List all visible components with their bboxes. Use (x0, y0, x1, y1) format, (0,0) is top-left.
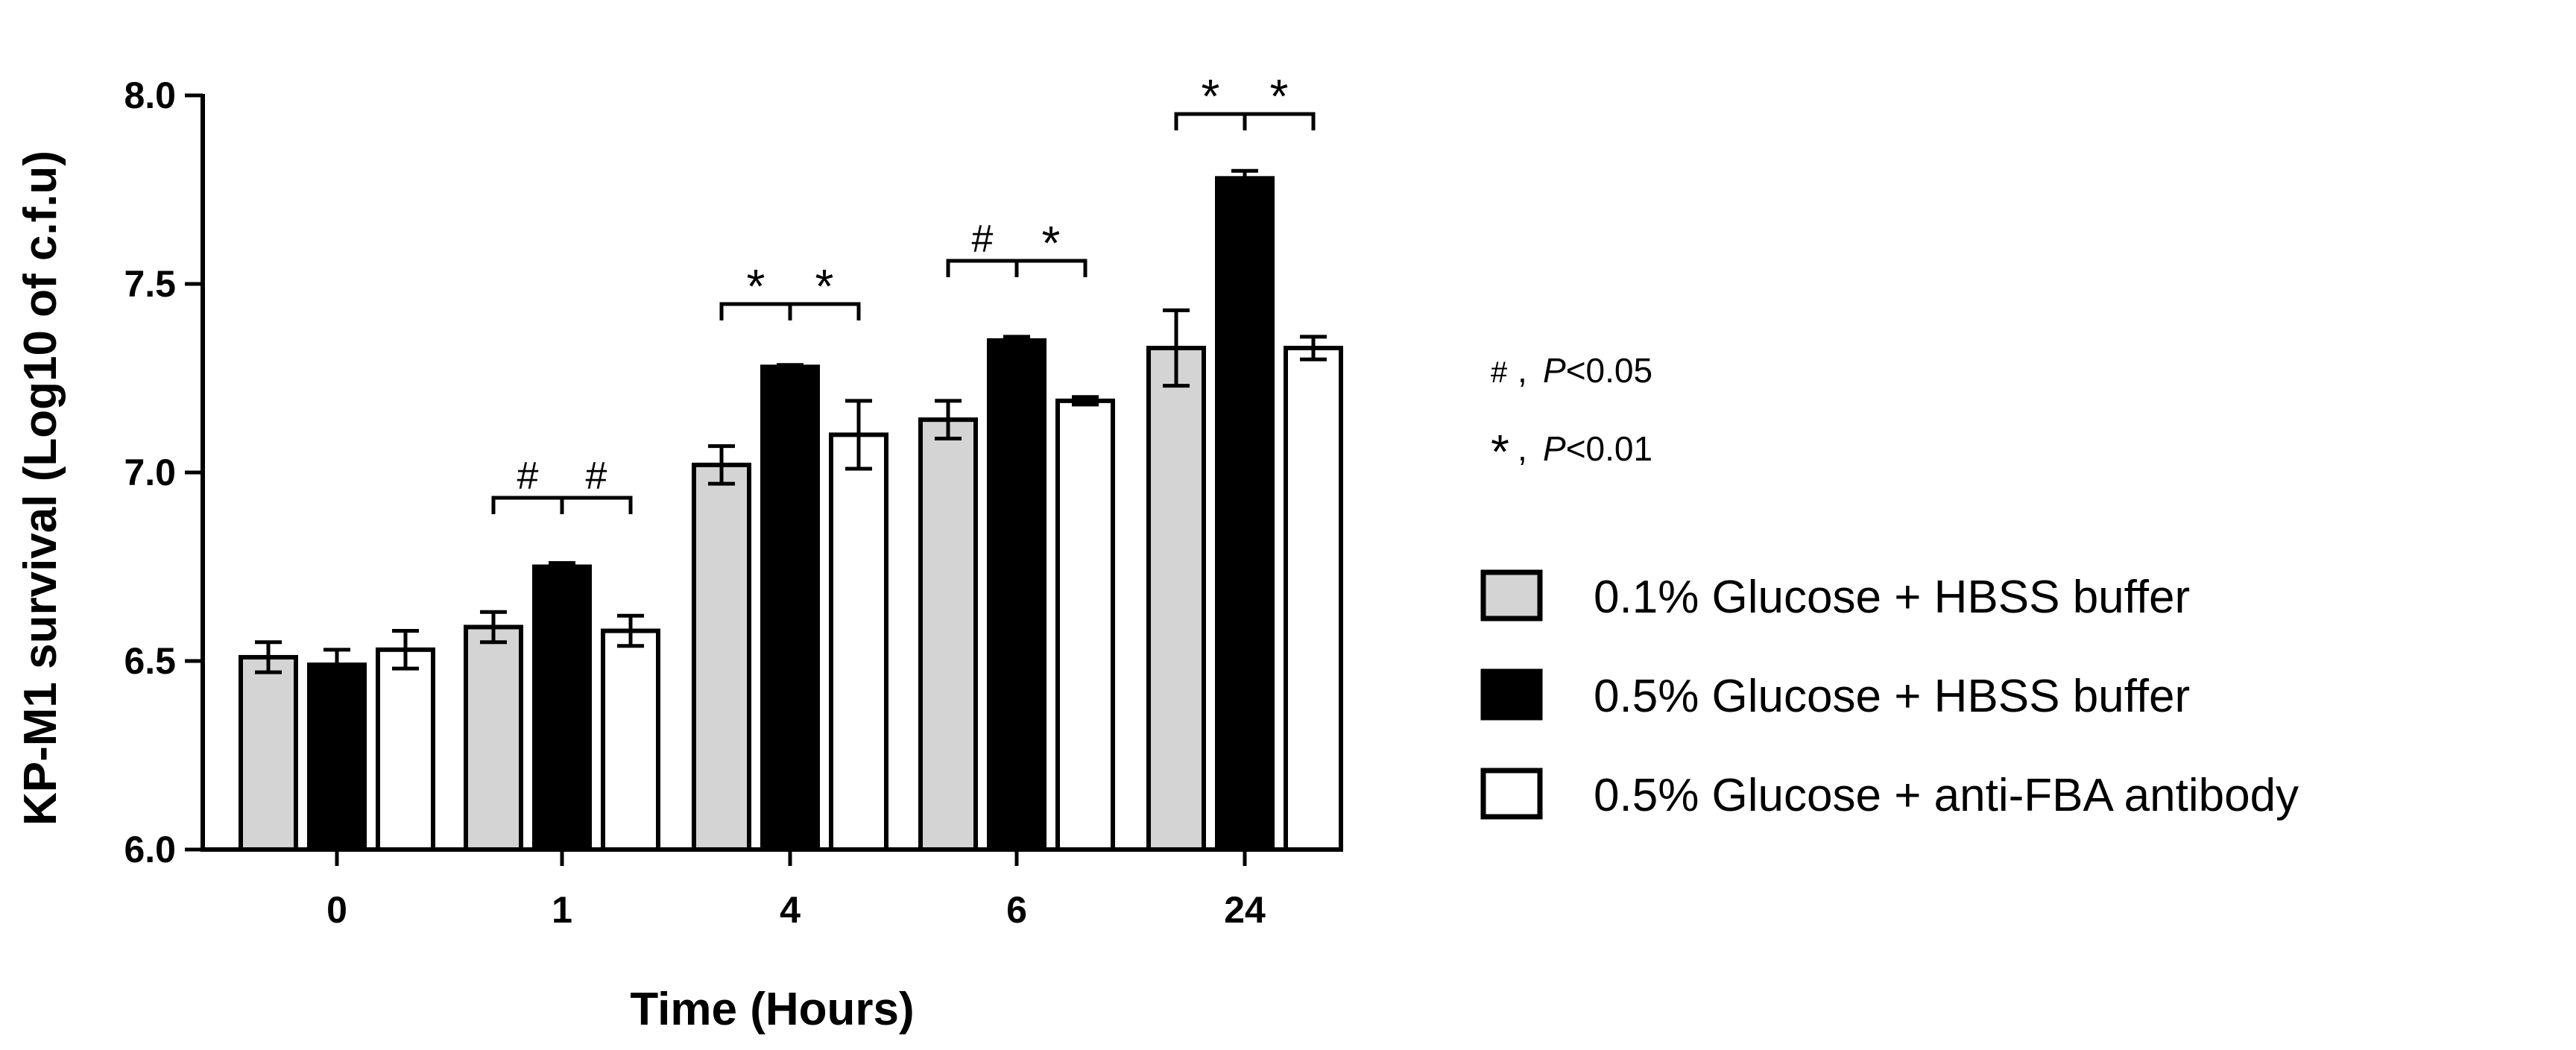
legend-label: 0.5% Glucose + anti-FBA antibody (1594, 770, 2299, 821)
bar (829, 432, 888, 852)
legend-label: 0.1% Glucose + HBSS buffer (1594, 572, 2190, 623)
legend-swatch (1480, 768, 1543, 820)
y-tick-label: 8.0 (124, 75, 176, 116)
significance-key-symbol: # (1491, 356, 1508, 389)
significance-key-separator: , (1518, 429, 1527, 468)
significance-key-separator: , (1518, 351, 1527, 390)
significance-symbol: * (747, 259, 765, 313)
significance-key-label: P<0.05 (1543, 351, 1652, 390)
x-tick-label: 4 (780, 889, 801, 931)
bar (307, 662, 367, 852)
significance-symbol: * (1270, 69, 1289, 123)
significance-bracket (719, 302, 861, 320)
x-tick-label: 0 (326, 889, 347, 931)
y-tick-label: 6.5 (124, 640, 176, 682)
significance-symbol: # (972, 218, 994, 261)
bar (376, 647, 435, 852)
bar (601, 628, 660, 853)
bar (1055, 398, 1115, 852)
bar (1215, 176, 1275, 852)
y-tick-label: 7.5 (124, 263, 176, 305)
bar (1146, 346, 1206, 852)
significance-key-label: P<0.01 (1543, 429, 1652, 468)
significance-bracket (491, 496, 633, 514)
legend-label: 0.5% Glucose + HBSS buffer (1594, 671, 2190, 722)
bar (464, 624, 523, 853)
legend-swatch (1480, 668, 1543, 721)
significance-symbol: * (1042, 216, 1061, 270)
significance-symbol: * (815, 259, 834, 313)
bar (987, 338, 1046, 852)
y-tick-label: 6.0 (124, 829, 176, 870)
significance-bracket (946, 259, 1087, 277)
x-tick-label: 6 (1006, 889, 1027, 931)
y-axis-title: KP-M1 survival (Log10 of c.f.u) (15, 151, 66, 826)
significance-symbol: # (517, 455, 539, 498)
significance-key-symbol: * (1491, 425, 1509, 478)
bar (918, 417, 978, 852)
bar (1284, 346, 1343, 852)
significance-symbol: * (1202, 69, 1220, 123)
x-axis-title: Time (Hours) (630, 984, 914, 1035)
y-tick-label: 7.0 (124, 452, 176, 493)
bar (239, 654, 298, 852)
bar (692, 462, 751, 852)
legend-swatch (1480, 569, 1543, 622)
significance-bracket (1174, 112, 1316, 130)
x-tick-label: 24 (1224, 889, 1266, 931)
bar (760, 364, 820, 852)
significance-symbol: # (586, 455, 607, 498)
x-tick-label: 1 (552, 889, 572, 931)
bar (532, 564, 592, 852)
